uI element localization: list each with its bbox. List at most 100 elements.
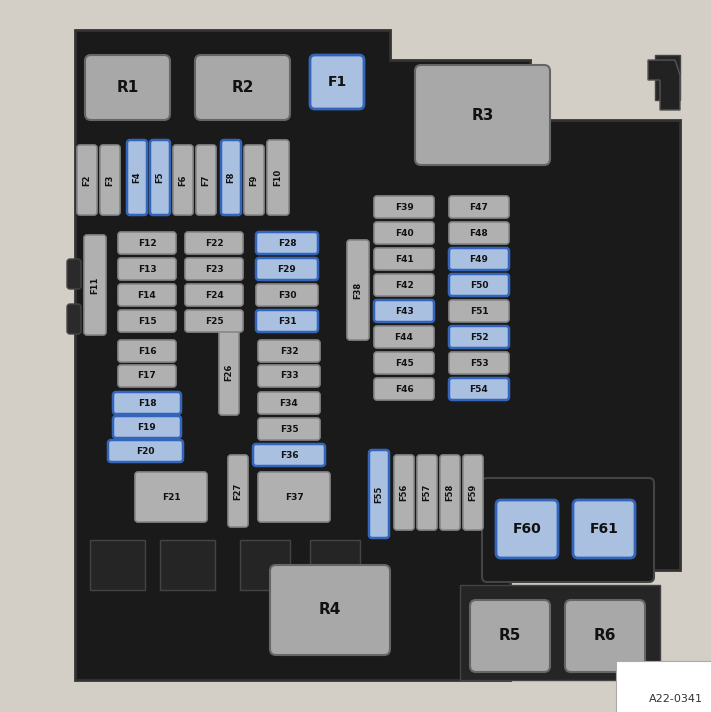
FancyBboxPatch shape (258, 340, 320, 362)
Text: F47: F47 (469, 202, 488, 211)
FancyBboxPatch shape (374, 378, 434, 400)
FancyBboxPatch shape (415, 65, 550, 165)
FancyBboxPatch shape (449, 196, 509, 218)
Text: F59: F59 (469, 484, 478, 501)
Text: R2: R2 (231, 80, 254, 95)
FancyBboxPatch shape (449, 222, 509, 244)
FancyBboxPatch shape (449, 248, 509, 270)
Text: F51: F51 (470, 306, 488, 315)
FancyBboxPatch shape (185, 310, 243, 332)
Text: F18: F18 (138, 399, 156, 407)
FancyBboxPatch shape (85, 55, 170, 120)
FancyBboxPatch shape (100, 145, 120, 215)
FancyBboxPatch shape (258, 365, 320, 387)
FancyBboxPatch shape (270, 565, 390, 655)
FancyBboxPatch shape (127, 140, 147, 215)
Text: F21: F21 (161, 493, 181, 501)
Text: R6: R6 (594, 629, 616, 644)
Text: F5: F5 (156, 172, 164, 183)
Text: F33: F33 (279, 372, 299, 380)
FancyBboxPatch shape (374, 248, 434, 270)
Text: F60: F60 (513, 522, 541, 536)
Text: F37: F37 (284, 493, 304, 501)
Text: F40: F40 (395, 229, 413, 238)
FancyBboxPatch shape (482, 478, 654, 582)
FancyBboxPatch shape (118, 310, 176, 332)
Text: F39: F39 (395, 202, 413, 211)
Text: F29: F29 (277, 264, 296, 273)
FancyBboxPatch shape (196, 145, 216, 215)
FancyBboxPatch shape (118, 258, 176, 280)
FancyBboxPatch shape (150, 140, 170, 215)
FancyBboxPatch shape (118, 340, 176, 362)
Bar (160, 540, 215, 590)
FancyBboxPatch shape (256, 284, 318, 306)
FancyBboxPatch shape (228, 455, 248, 527)
Polygon shape (75, 30, 680, 680)
FancyBboxPatch shape (374, 326, 434, 348)
Bar (655, 55, 680, 100)
FancyBboxPatch shape (77, 145, 97, 215)
FancyBboxPatch shape (374, 274, 434, 296)
Text: F55: F55 (375, 486, 383, 503)
Text: R5: R5 (499, 629, 521, 644)
Text: F45: F45 (395, 359, 413, 367)
Text: F8: F8 (227, 172, 235, 183)
FancyBboxPatch shape (118, 232, 176, 254)
Text: F36: F36 (279, 451, 299, 459)
Text: F1: F1 (327, 75, 347, 89)
Text: F24: F24 (205, 290, 223, 300)
Text: F56: F56 (400, 484, 409, 501)
FancyBboxPatch shape (219, 330, 239, 415)
Text: F28: F28 (278, 239, 296, 248)
Text: F52: F52 (470, 333, 488, 342)
Text: F10: F10 (274, 169, 282, 186)
FancyBboxPatch shape (449, 326, 509, 348)
FancyBboxPatch shape (258, 392, 320, 414)
FancyBboxPatch shape (185, 284, 243, 306)
Text: F9: F9 (250, 174, 259, 186)
FancyBboxPatch shape (440, 455, 460, 530)
FancyBboxPatch shape (347, 240, 369, 340)
FancyBboxPatch shape (394, 455, 414, 530)
FancyBboxPatch shape (258, 472, 330, 522)
Text: F6: F6 (178, 174, 188, 186)
Text: F7: F7 (201, 174, 210, 186)
FancyBboxPatch shape (256, 258, 318, 280)
Text: F57: F57 (422, 484, 432, 501)
Text: F50: F50 (470, 281, 488, 290)
Text: F13: F13 (138, 264, 156, 273)
FancyBboxPatch shape (449, 378, 509, 400)
Text: F26: F26 (225, 364, 233, 381)
FancyBboxPatch shape (417, 455, 437, 530)
FancyBboxPatch shape (449, 274, 509, 296)
Text: F35: F35 (279, 424, 299, 434)
FancyBboxPatch shape (108, 440, 183, 462)
FancyBboxPatch shape (195, 55, 290, 120)
Text: F3: F3 (105, 174, 114, 186)
FancyBboxPatch shape (244, 145, 264, 215)
Text: F15: F15 (138, 317, 156, 325)
Text: F16: F16 (138, 347, 156, 355)
FancyBboxPatch shape (258, 418, 320, 440)
Text: F49: F49 (469, 254, 488, 263)
Text: F44: F44 (395, 333, 413, 342)
FancyBboxPatch shape (470, 600, 550, 672)
Text: F41: F41 (395, 254, 413, 263)
Text: F53: F53 (470, 359, 488, 367)
FancyBboxPatch shape (253, 444, 325, 466)
Text: F30: F30 (278, 290, 296, 300)
Bar (240, 540, 290, 590)
Text: F34: F34 (279, 399, 299, 407)
Bar (90, 540, 145, 590)
Text: F61: F61 (589, 522, 619, 536)
FancyBboxPatch shape (173, 145, 193, 215)
Text: F23: F23 (205, 264, 223, 273)
FancyBboxPatch shape (118, 365, 176, 387)
Text: F25: F25 (205, 317, 223, 325)
FancyBboxPatch shape (463, 455, 483, 530)
FancyBboxPatch shape (67, 304, 81, 334)
FancyBboxPatch shape (496, 500, 558, 558)
Text: F2: F2 (82, 174, 92, 186)
Bar (310, 540, 360, 590)
